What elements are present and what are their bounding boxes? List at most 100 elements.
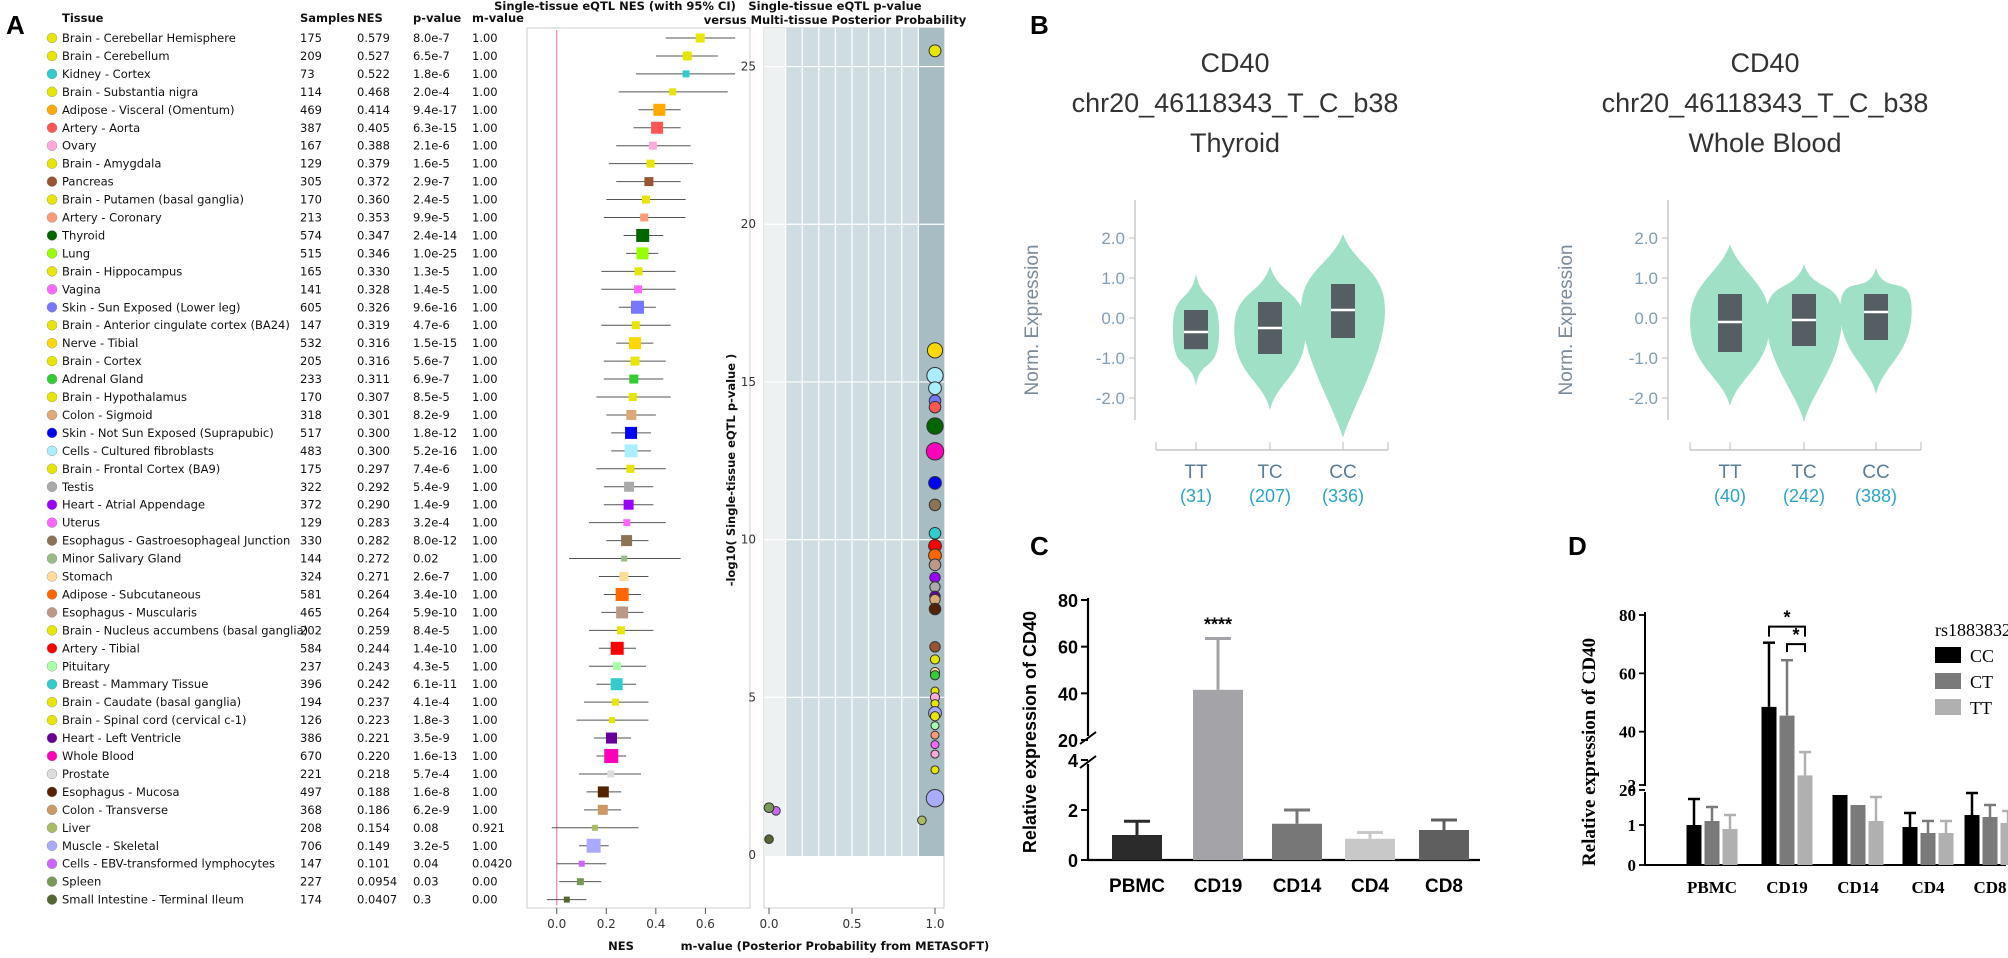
tissue-samples: 396 bbox=[300, 677, 322, 691]
nes-point bbox=[611, 698, 619, 706]
tissue-color-dot bbox=[46, 463, 58, 474]
tissue-name: Skin - Sun Exposed (Lower leg) bbox=[62, 300, 241, 314]
tissue-pvalue: 2.4e-5 bbox=[413, 193, 450, 207]
d-ytick-label: 40 bbox=[1619, 723, 1636, 742]
tissue-pvalue: 3.4e-10 bbox=[413, 587, 457, 601]
tissue-nes: 0.221 bbox=[357, 731, 390, 745]
tissue-color-dot bbox=[46, 427, 58, 439]
tissue-samples: 497 bbox=[300, 785, 322, 799]
nes-point bbox=[623, 519, 631, 527]
tissue-pvalue: 4.1e-4 bbox=[413, 695, 450, 709]
tissue-mvalue: 0.00 bbox=[472, 893, 498, 907]
mvalue-point bbox=[928, 558, 942, 572]
tissue-pvalue: 8.0e-7 bbox=[413, 31, 450, 45]
tissue-nes: 0.264 bbox=[357, 605, 390, 619]
nes-point bbox=[626, 409, 637, 420]
nes-point bbox=[624, 481, 635, 492]
nes-point bbox=[578, 860, 585, 867]
tissue-nes: 0.149 bbox=[357, 839, 390, 853]
tissue-color-dot bbox=[46, 732, 58, 744]
tissue-nes: 0.282 bbox=[357, 534, 390, 548]
tissue-mvalue: 1.00 bbox=[472, 157, 498, 171]
tissue-nes: 0.328 bbox=[357, 282, 390, 296]
tissue-pvalue: 1.6e-5 bbox=[413, 157, 450, 171]
scatter-xtick-label: 0.5 bbox=[842, 917, 861, 931]
tissue-name: Small Intestine - Terminal Ileum bbox=[62, 893, 244, 907]
forest-xtick-label: 0.6 bbox=[696, 917, 715, 931]
tissue-name: Lung bbox=[62, 246, 90, 260]
tissue-name: Colon - Sigmoid bbox=[62, 408, 153, 422]
tissue-samples: 584 bbox=[300, 641, 322, 655]
nes-point bbox=[682, 51, 692, 61]
tissue-samples: 221 bbox=[300, 767, 322, 781]
scatter-band-low bbox=[764, 28, 786, 856]
tissue-pvalue: 0.03 bbox=[413, 875, 439, 889]
mvalue-point bbox=[926, 417, 944, 435]
tissue-pvalue: 1.5e-15 bbox=[413, 336, 457, 350]
nes-point bbox=[619, 572, 629, 581]
tissue-samples: 167 bbox=[300, 139, 322, 153]
tissue-nes: 0.379 bbox=[357, 157, 390, 171]
nes-point bbox=[636, 228, 650, 242]
tissue-nes: 0.301 bbox=[357, 408, 390, 422]
violin1-gene: CD40 bbox=[1200, 48, 1269, 78]
tissue-color-dot bbox=[46, 607, 58, 618]
tissue-samples: 324 bbox=[300, 570, 322, 584]
tissue-name: Spleen bbox=[62, 875, 101, 889]
tissue-pvalue: 1.0e-25 bbox=[413, 246, 457, 260]
violin-count: (242) bbox=[1783, 486, 1825, 506]
tissue-pvalue: 1.8e-3 bbox=[413, 713, 450, 727]
c-bar bbox=[1112, 835, 1162, 860]
tissue-nes: 0.414 bbox=[357, 103, 390, 117]
tissue-samples: 73 bbox=[300, 67, 315, 81]
mvalue-point bbox=[928, 475, 942, 490]
nes-point bbox=[634, 267, 643, 276]
c-ytick-label: 40 bbox=[1058, 684, 1078, 704]
c-ytick-label: 4 bbox=[1068, 751, 1078, 771]
c-category: CD14 bbox=[1273, 876, 1322, 897]
mvalue-point bbox=[930, 740, 940, 750]
c-category: CD8 bbox=[1425, 876, 1463, 897]
d-legend-label: CT bbox=[1970, 672, 1993, 692]
tissue-name: Brain - Hippocampus bbox=[62, 264, 182, 278]
violin-ytick-label: -2.0 bbox=[1629, 389, 1658, 408]
scatter-xlabel: m-value (Posterior Probability from META… bbox=[681, 939, 990, 953]
tissue-mvalue: 1.00 bbox=[472, 659, 498, 673]
mvalue-point bbox=[928, 400, 942, 414]
tissue-pvalue: 8.5e-5 bbox=[413, 390, 450, 404]
tissue-samples: 141 bbox=[300, 282, 322, 296]
tissue-color-dot bbox=[46, 32, 58, 44]
mvalue-point bbox=[929, 641, 941, 653]
tissue-samples: 175 bbox=[300, 31, 322, 45]
nes-point bbox=[682, 70, 690, 78]
tissue-nes: 0.290 bbox=[357, 498, 390, 512]
tissue-nes: 0.347 bbox=[357, 228, 390, 242]
tissue-pvalue: 5.7e-4 bbox=[413, 767, 450, 781]
c-significance: **** bbox=[1204, 615, 1232, 635]
tissue-pvalue: 6.3e-15 bbox=[413, 121, 457, 135]
tissue-nes: 0.372 bbox=[357, 175, 390, 189]
d-bar bbox=[1868, 821, 1884, 865]
tissue-samples: 469 bbox=[300, 103, 322, 117]
tissue-pvalue: 4.7e-6 bbox=[413, 318, 450, 332]
tissue-color-dot bbox=[46, 373, 58, 385]
tissue-color-dot bbox=[46, 337, 58, 349]
tissue-name: Brain - Nucleus accumbens (basal ganglia… bbox=[62, 623, 308, 637]
header-tissue: Tissue bbox=[62, 11, 104, 25]
tissue-name: Brain - Cerebellar Hemisphere bbox=[62, 31, 236, 45]
violin-count: (207) bbox=[1249, 486, 1291, 506]
nes-point bbox=[630, 356, 640, 366]
tissue-color-dot bbox=[46, 535, 58, 546]
violin1-ylabel: Norm. Expression bbox=[1022, 245, 1043, 396]
tissue-pvalue: 0.08 bbox=[413, 821, 439, 835]
tissue-mvalue: 1.00 bbox=[472, 390, 498, 404]
tissue-mvalue: 1.00 bbox=[472, 426, 498, 440]
d-legend-label: CC bbox=[1970, 646, 1994, 666]
d-bar bbox=[1902, 827, 1918, 865]
tissue-samples: 170 bbox=[300, 390, 322, 404]
tissue-mvalue: 1.00 bbox=[472, 336, 498, 350]
violin-category: TT bbox=[1184, 462, 1208, 483]
tissue-mvalue: 0.00 bbox=[472, 875, 498, 889]
tissue-name: Artery - Aorta bbox=[62, 121, 140, 135]
tissue-mvalue: 1.00 bbox=[472, 264, 498, 278]
